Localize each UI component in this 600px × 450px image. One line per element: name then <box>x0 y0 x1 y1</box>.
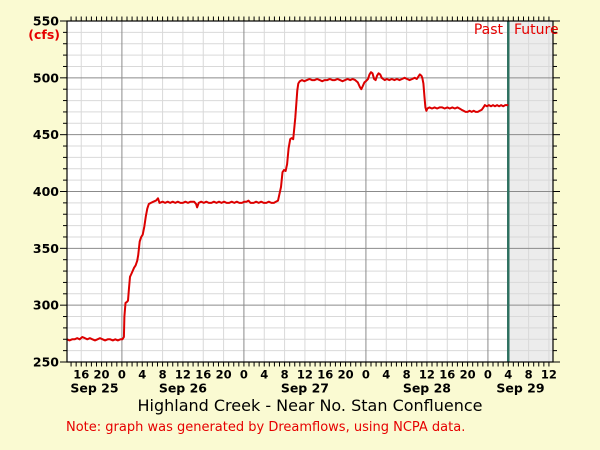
x-tick-label: 4 <box>138 368 146 382</box>
x-day-label: Sep 27 <box>281 381 329 396</box>
x-tick-label: 0 <box>240 368 248 382</box>
x-tick-label: 20 <box>94 368 110 382</box>
x-tick-label: 20 <box>338 368 354 382</box>
y-tick-label: 500 <box>33 70 59 85</box>
y-tick-label: 400 <box>33 184 59 199</box>
x-tick-label: 8 <box>159 368 167 382</box>
x-tick-label: 12 <box>419 368 435 382</box>
x-day-label: Sep 25 <box>70 381 118 396</box>
x-tick-label: 16 <box>195 368 211 382</box>
x-tick-label: 8 <box>525 368 533 382</box>
y-tick-label: 450 <box>33 127 59 142</box>
y-tick-label: 250 <box>33 355 59 370</box>
x-tick-label: 16 <box>73 368 89 382</box>
x-tick-label: 20 <box>460 368 476 382</box>
x-tick-label: 16 <box>317 368 333 382</box>
chart-title: Highland Creek - Near No. Stan Confluenc… <box>137 396 483 415</box>
future-label: Future <box>514 22 559 38</box>
x-day-label: Sep 29 <box>496 381 544 396</box>
x-tick-label: 12 <box>297 368 313 382</box>
chart-note: Note: graph was generated by Dreamflows,… <box>66 420 466 435</box>
x-tick-label: 4 <box>260 368 268 382</box>
x-tick-label: 0 <box>484 368 492 382</box>
x-day-label: Sep 28 <box>403 381 451 396</box>
past-label: Past <box>473 22 503 38</box>
flow-line <box>66 71 509 342</box>
x-day-label: Sep 26 <box>159 381 207 396</box>
x-tick-label: 8 <box>403 368 411 382</box>
x-tick-label: 0 <box>362 368 370 382</box>
x-tick-label: 12 <box>541 368 557 382</box>
x-tick-label: 4 <box>504 368 512 382</box>
y-tick-label: 550 <box>33 14 59 29</box>
x-tick-label: 8 <box>281 368 289 382</box>
x-tick-label: 20 <box>216 368 232 382</box>
y-tick-label: 300 <box>33 298 59 313</box>
y-tick-label: 350 <box>33 241 59 256</box>
x-tick-label: 12 <box>175 368 191 382</box>
x-tick-label: 16 <box>439 368 455 382</box>
x-tick-label: 4 <box>382 368 390 382</box>
y-axis-unit-label: (cfs) <box>28 27 60 42</box>
x-tick-label: 0 <box>118 368 126 382</box>
